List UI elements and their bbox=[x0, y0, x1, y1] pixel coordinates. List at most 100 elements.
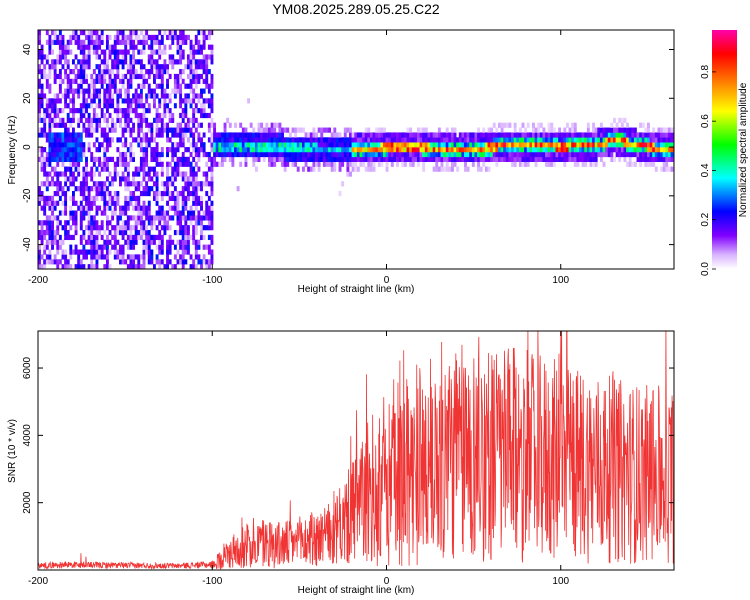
spectrogram-cell bbox=[278, 147, 282, 153]
spectrogram-cell bbox=[288, 147, 292, 153]
spectrogram-cell bbox=[79, 112, 83, 119]
spectrogram-cell bbox=[576, 151, 580, 158]
spectrogram-cell bbox=[571, 122, 575, 128]
spectrogram-cell bbox=[362, 137, 366, 143]
spectrogram-cell bbox=[270, 147, 274, 153]
spectrogram-cell bbox=[665, 142, 669, 148]
spectrogram-cell bbox=[639, 132, 643, 138]
spectrogram-cell bbox=[268, 161, 271, 167]
spectrogram-cell bbox=[69, 98, 73, 104]
spectrogram-cell bbox=[435, 137, 439, 143]
spectrogram-cell bbox=[66, 142, 70, 148]
spectrogram-cell bbox=[160, 205, 164, 211]
spectrogram-cell bbox=[424, 137, 428, 143]
spectrogram-cell bbox=[126, 103, 130, 109]
spectrogram-cell bbox=[82, 205, 86, 211]
spectrogram-cell bbox=[56, 54, 60, 60]
spectrogram-cell bbox=[200, 93, 203, 99]
spectrogram-cell bbox=[273, 156, 277, 162]
spectrogram-cell bbox=[665, 166, 669, 172]
spectrogram-cell bbox=[620, 142, 624, 148]
spectrogram-cell bbox=[95, 234, 99, 241]
spectrogram-cell bbox=[377, 142, 381, 148]
spectrogram-cell bbox=[150, 69, 154, 75]
spectrogram-cell bbox=[113, 127, 117, 133]
spectrogram-cell bbox=[419, 127, 423, 133]
spectrogram-cell bbox=[90, 200, 94, 206]
spectrogram-cell bbox=[202, 210, 206, 216]
spectrogram-cell bbox=[43, 264, 47, 269]
spectrogram-cell bbox=[66, 156, 70, 162]
snr-y-tick-label: 2000 bbox=[22, 491, 33, 514]
spectrogram-cell bbox=[385, 137, 389, 143]
spectrogram-cell bbox=[163, 186, 167, 192]
chart-title: YM08.2025.289.05.25.C22 bbox=[272, 1, 440, 17]
spectrogram-cell bbox=[565, 156, 569, 162]
spectrogram-cell bbox=[649, 147, 653, 153]
spectrogram-cell bbox=[531, 147, 535, 153]
spectrogram-cell bbox=[181, 200, 185, 206]
spectrogram-cell bbox=[343, 142, 347, 148]
spectrogram-cell bbox=[231, 156, 235, 162]
spectrogram-cell bbox=[100, 254, 104, 260]
spectrogram-cell bbox=[92, 78, 96, 84]
spectrogram-cell bbox=[137, 215, 141, 221]
spectrogram-cell bbox=[511, 161, 514, 167]
spectrogram-cell bbox=[158, 259, 162, 265]
spectrogram-cell bbox=[665, 147, 669, 153]
spectrogram-cell bbox=[134, 195, 138, 202]
spectrogram-cell bbox=[495, 161, 499, 167]
spectrogram-cell bbox=[38, 195, 41, 202]
spectrogram-cell bbox=[69, 137, 73, 143]
spectrogram-cell bbox=[516, 132, 520, 138]
spectrogram-cell bbox=[205, 64, 209, 70]
spectrogram-cell bbox=[424, 127, 428, 133]
spectrogram-cell bbox=[147, 88, 151, 94]
spectrogram-cell bbox=[92, 112, 96, 119]
spectrogram-cell bbox=[150, 49, 154, 55]
spectrogram-cell bbox=[453, 127, 457, 133]
spectrogram-cell bbox=[124, 44, 128, 50]
spectrogram-cell bbox=[58, 73, 62, 80]
spectrogram-cell bbox=[38, 103, 41, 109]
spectrogram-cell bbox=[205, 54, 209, 60]
spectrogram-cell bbox=[168, 244, 172, 250]
spectrogram-cell bbox=[254, 132, 258, 138]
spectrogram-cell bbox=[547, 122, 551, 128]
spectrogram-cell bbox=[45, 200, 49, 206]
spectrogram-cell bbox=[69, 205, 73, 211]
spectrogram-cell bbox=[309, 156, 313, 162]
spectrogram-cell bbox=[48, 39, 52, 45]
spectrogram-cell bbox=[226, 147, 230, 153]
spectrogram-cell bbox=[176, 49, 180, 55]
spectrogram-cell bbox=[197, 108, 201, 114]
spectrogram-cell bbox=[380, 132, 384, 138]
spectrogram-cell bbox=[132, 137, 135, 143]
spectrogram-cell bbox=[542, 156, 546, 162]
spectrogram-cell bbox=[558, 147, 562, 153]
spectrogram-cell bbox=[416, 142, 420, 148]
spectrogram-cell bbox=[85, 54, 88, 60]
spectrogram-cell bbox=[129, 254, 133, 260]
spectrogram-cell bbox=[286, 137, 290, 143]
spectrogram-cell bbox=[179, 30, 183, 36]
spectrogram-cell bbox=[218, 151, 222, 158]
spectrogram-cell bbox=[291, 151, 295, 158]
spectrogram-cell bbox=[231, 147, 235, 153]
spectrogram-cell bbox=[273, 127, 277, 133]
spectrogram-cell bbox=[163, 181, 167, 187]
spectrogram-cell bbox=[186, 98, 190, 104]
spectrogram-cell bbox=[124, 195, 128, 202]
spectrogram-cell bbox=[124, 127, 128, 133]
spectrogram-cell bbox=[192, 137, 196, 143]
spectrogram-cell bbox=[43, 166, 47, 172]
spectrogram-cell bbox=[129, 259, 133, 265]
spectrogram-cell bbox=[64, 54, 68, 60]
spectrogram-cell bbox=[56, 108, 60, 114]
spectrogram-cell bbox=[53, 39, 57, 45]
spectrogram-cell bbox=[179, 239, 183, 245]
spectrogram-cell bbox=[618, 132, 622, 138]
spectrogram-cell bbox=[158, 249, 162, 255]
spectrogram-cell bbox=[291, 137, 295, 143]
